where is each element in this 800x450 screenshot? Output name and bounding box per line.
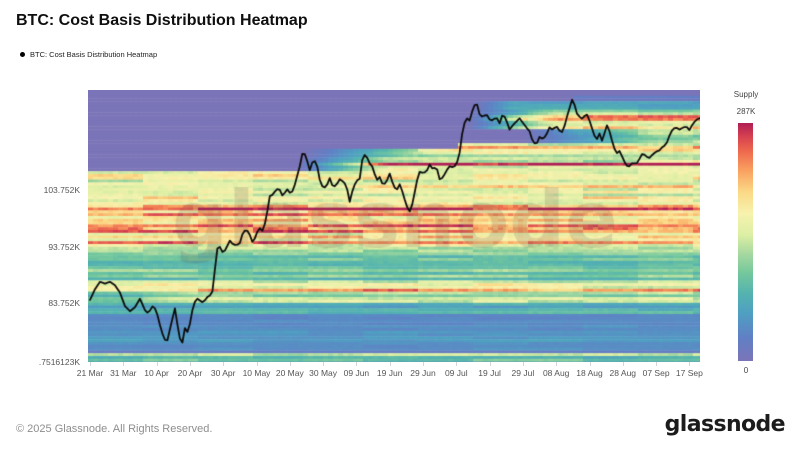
legend-item[interactable]: BTC: Cost Basis Distribution Heatmap: [20, 50, 157, 59]
x-axis-tick: [622, 362, 624, 366]
x-axis-label: 10 May: [242, 368, 271, 378]
x-axis-label: 21 Mar: [76, 368, 104, 378]
colorbar-max-label: 287K: [736, 107, 756, 116]
copyright-text: © 2025 Glassnode. All Rights Reserved.: [16, 423, 213, 435]
x-axis-label: 29 Jun: [410, 368, 436, 378]
x-axis-tick: [389, 362, 391, 366]
x-axis-label: 09 Jun: [343, 368, 370, 378]
glassnode-logo: glassnode: [664, 412, 786, 437]
x-axis-tick: [323, 362, 325, 366]
x-axis-label: 19 Jul: [478, 368, 501, 378]
x-axis-tick: [123, 362, 125, 366]
x-axis-label: 29 Jul: [511, 368, 535, 378]
x-axis-tick: [90, 362, 91, 366]
x-axis-tick: [556, 362, 558, 366]
x-axis-tick: [689, 362, 691, 366]
x-axis-label: 09 Jul: [444, 368, 468, 378]
x-axis-label: 17 Sep: [675, 368, 703, 378]
x-axis-label: 31 Mar: [110, 368, 137, 378]
x-axis-tick: [189, 362, 191, 366]
heatmap-plot-area: [88, 90, 700, 362]
x-axis-label: 30 May: [309, 368, 338, 378]
x-axis-tick: [356, 362, 358, 366]
y-axis: 103.752K 93.752K 83.752K .7516123K: [0, 90, 84, 366]
x-axis-tick: [156, 362, 158, 366]
x-axis-label: 20 Apr: [177, 368, 203, 378]
x-axis-label: 28 Aug: [609, 368, 637, 378]
y-axis-label: .7516123K: [38, 356, 80, 367]
y-axis-label: 83.752K: [48, 298, 80, 308]
colorbar-title: Supply: [733, 90, 759, 99]
heatmap-canvas[interactable]: [88, 90, 700, 362]
x-axis-label: 07 Sep: [642, 368, 670, 378]
legend-dot-icon: [20, 52, 25, 57]
x-axis-label: 08 Aug: [542, 368, 570, 378]
x-axis-tick: [423, 362, 424, 366]
x-axis-label: 20 May: [275, 368, 304, 378]
x-axis-label: 10 Apr: [144, 368, 169, 378]
x-axis-label: 18 Aug: [576, 368, 603, 378]
x-axis-tick: [456, 362, 458, 366]
x-axis-tick: [522, 362, 524, 366]
x-axis-tick: [656, 362, 658, 366]
colorbar-min-label: 0: [743, 366, 749, 375]
x-axis-tick: [589, 362, 591, 366]
y-axis-label: 93.752K: [48, 241, 80, 252]
x-axis-tick: [289, 362, 291, 366]
legend-label: BTC: Cost Basis Distribution Heatmap: [30, 50, 158, 59]
x-axis-tick: [223, 362, 225, 366]
y-axis-label: 103.752K: [43, 185, 80, 196]
page-title: BTC: Cost Basis Distribution Heatmap: [16, 12, 308, 29]
x-axis-tick: [489, 362, 491, 366]
x-axis-label: 19 Jun: [376, 368, 403, 378]
x-axis: 21 Mar 31 Mar 10 Apr 20 Apr 30 Apr 10 May 20 M…: [0, 366, 800, 382]
x-axis-tick: [256, 362, 258, 366]
x-axis-label: 30 Apr: [210, 368, 236, 378]
colorbar-gradient: [738, 123, 753, 361]
